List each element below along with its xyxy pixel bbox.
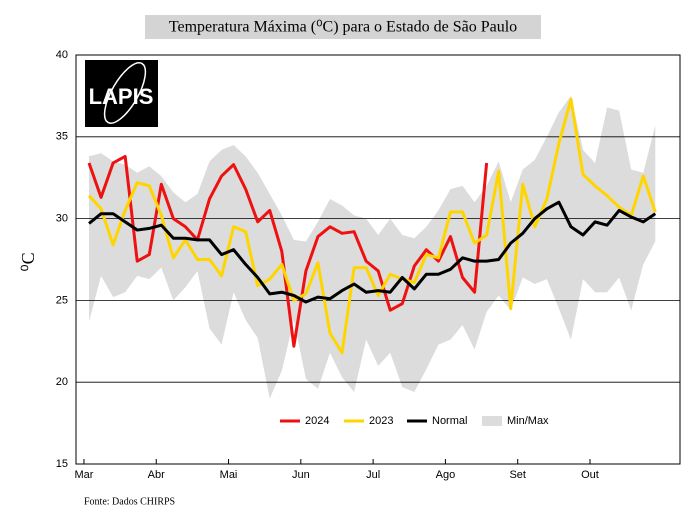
series-line (88, 200, 657, 304)
x-tick-label: Set (509, 469, 526, 481)
x-tick-label: Abr (148, 469, 165, 481)
y-axis-label: ⁰C (18, 252, 38, 271)
y-tick-label: 15 (56, 458, 68, 470)
chart-title: Temperatura Máxima (⁰C) para o Estado de… (169, 19, 517, 36)
legend-label: 2024 (305, 415, 329, 427)
y-tick-label: 20 (56, 376, 68, 388)
legend-label: Normal (432, 415, 467, 427)
legend-swatch (482, 416, 502, 426)
legend-label: Min/Max (507, 415, 549, 427)
series-line (87, 154, 489, 348)
source-note: Fonte: Dados CHIRPS (84, 496, 175, 507)
y-tick-label: 40 (56, 49, 68, 61)
legend-label: 2023 (369, 415, 393, 427)
x-tick-label: Ago (436, 469, 456, 481)
min-max-band (89, 95, 656, 399)
logo-orbit (103, 62, 147, 124)
plot-frame (75, 54, 681, 465)
x-tick-label: Jun (292, 469, 310, 481)
x-tick-label: Mai (220, 469, 238, 481)
x-tick-label: Jul (366, 469, 380, 481)
title-background (145, 15, 541, 39)
logo-text: LAPIS (89, 84, 154, 109)
y-tick-label: 35 (56, 131, 68, 143)
y-tick-label: 25 (56, 294, 68, 306)
x-tick-label: Mar (74, 469, 93, 481)
series-line (87, 97, 657, 355)
x-tick-label: Out (581, 469, 599, 481)
y-tick-label: 30 (56, 213, 68, 225)
